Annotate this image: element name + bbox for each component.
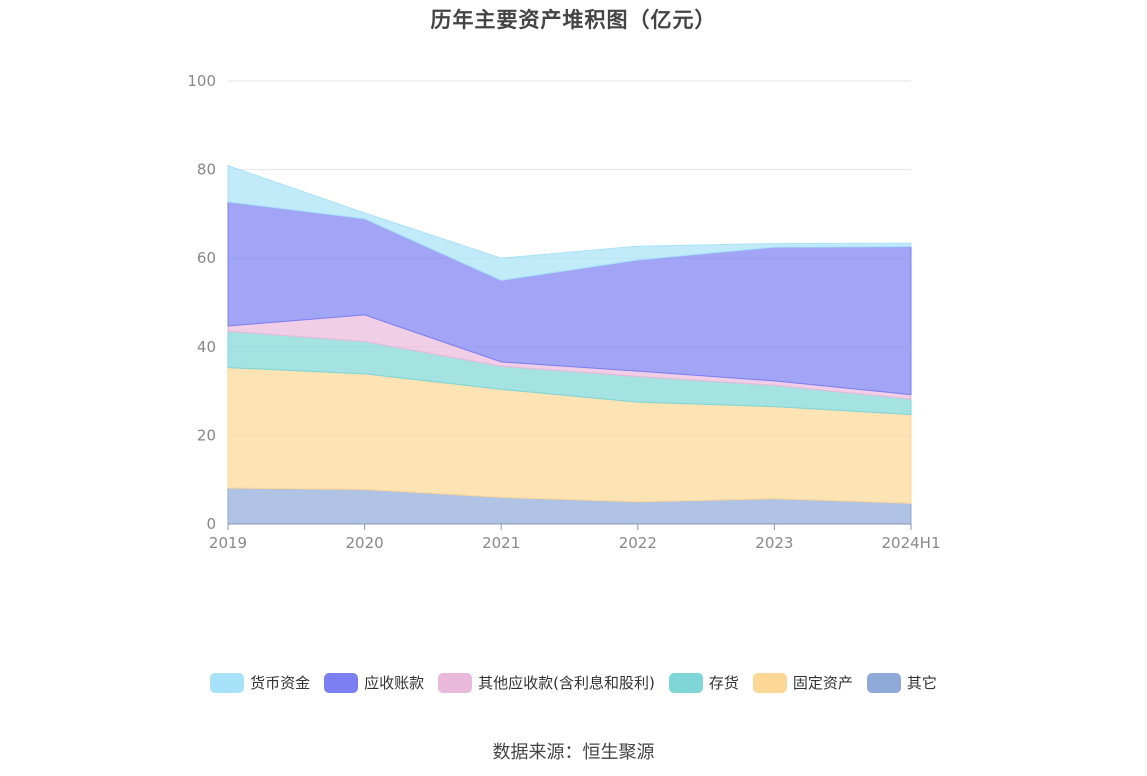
legend-item-other[interactable]: 其它 — [866, 672, 937, 693]
chart-title: 历年主要资产堆积图（亿元） — [430, 8, 717, 32]
legend-swatch — [866, 672, 901, 693]
legend-label: 其他应收款(含利息和股利) — [478, 674, 655, 692]
x-tick-label: 2020 — [346, 534, 384, 552]
legend-label: 其它 — [906, 674, 937, 692]
legend-item-receivables[interactable]: 应收账款 — [324, 672, 424, 693]
x-tick-label: 2024H1 — [882, 534, 941, 552]
legend: 货币资金 应收账款 其他应收款(含利息和股利) 存货 固定资产 其它 — [0, 672, 1147, 693]
y-tick-label: 0 — [206, 515, 216, 533]
area-series — [227, 164, 912, 281]
x-tick-label: 2019 — [209, 534, 247, 552]
y-tick-label: 60 — [197, 249, 216, 267]
legend-item-inventory[interactable]: 存货 — [668, 672, 739, 693]
legend-label: 货币资金 — [250, 674, 311, 692]
y-tick-label: 100 — [187, 72, 216, 90]
legend-label: 固定资产 — [792, 674, 853, 692]
x-tick-label: 2022 — [619, 534, 657, 552]
x-tick-label: 2021 — [482, 534, 520, 552]
y-tick-label: 20 — [197, 426, 216, 444]
legend-swatch — [324, 672, 359, 693]
legend-label: 存货 — [708, 674, 739, 692]
legend-label: 应收账款 — [364, 674, 425, 692]
legend-item-other-receivables[interactable]: 其他应收款(含利息和股利) — [438, 672, 655, 693]
legend-swatch — [210, 672, 245, 693]
legend-swatch — [668, 672, 703, 693]
data-source: 数据来源：恒生聚源 — [492, 742, 655, 763]
y-tick-label: 80 — [197, 161, 216, 179]
legend-swatch — [438, 672, 473, 693]
legend-item-cash[interactable]: 货币资金 — [210, 672, 310, 693]
x-tick-label: 2023 — [755, 534, 793, 552]
y-tick-label: 40 — [197, 338, 216, 356]
legend-swatch — [752, 672, 787, 693]
legend-item-fixed-assets[interactable]: 固定资产 — [752, 672, 853, 693]
